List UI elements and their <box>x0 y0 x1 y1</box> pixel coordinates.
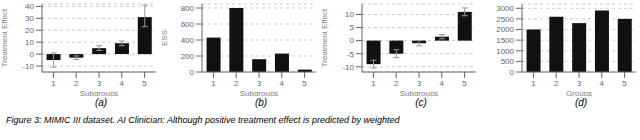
svg-text:0: 0 <box>30 50 35 59</box>
svg-text:Subgroups: Subgroups <box>400 89 439 96</box>
svg-text:500: 500 <box>501 57 515 66</box>
svg-text:2: 2 <box>74 79 79 88</box>
svg-text:0: 0 <box>350 36 355 45</box>
svg-text:20: 20 <box>25 26 34 35</box>
svg-text:600: 600 <box>181 20 195 29</box>
svg-text:2: 2 <box>554 79 559 88</box>
svg-text:Subgroups: Subgroups <box>80 89 119 96</box>
svg-text:3: 3 <box>257 79 262 88</box>
html-text:Figure 3: MIMIC III dataset. A: Figure 3: MIMIC III dataset. AI Clinicia… <box>6 115 400 125</box>
svg-text:1000: 1000 <box>496 47 514 56</box>
svg-text:800: 800 <box>181 4 195 13</box>
svg-text:1: 1 <box>371 79 376 88</box>
svg-text:5: 5 <box>302 79 307 88</box>
svg-text:Treatment Effect: Treatment Effect <box>8 8 9 67</box>
svg-text:Subgroups: Subgroups <box>240 89 279 96</box>
svg-text:5: 5 <box>622 79 627 88</box>
svg-text:30: 30 <box>25 14 34 23</box>
svg-text:1: 1 <box>211 79 216 88</box>
svg-text:5: 5 <box>462 79 467 88</box>
svg-text:-10: -10 <box>342 63 354 72</box>
svg-text:2500: 2500 <box>496 15 514 24</box>
svg-text:5: 5 <box>142 79 147 88</box>
svg-text:4: 4 <box>280 79 285 88</box>
svg-text:40: 40 <box>25 2 34 11</box>
svg-text:400: 400 <box>181 36 195 45</box>
html-text:(b): (b) <box>254 97 268 108</box>
svg-text:200: 200 <box>181 52 195 61</box>
svg-text:10: 10 <box>345 10 354 19</box>
svg-text:2000: 2000 <box>496 25 514 34</box>
svg-text:2: 2 <box>394 79 399 88</box>
svg-text:0: 0 <box>510 68 515 77</box>
html-text:(a): (a) <box>94 97 108 108</box>
svg-text:ESS: ESS <box>160 30 169 46</box>
svg-text:10: 10 <box>25 38 34 47</box>
svg-text:5: 5 <box>350 23 355 32</box>
svg-text:-5: -5 <box>347 50 355 59</box>
svg-text:-10: -10 <box>22 62 34 71</box>
svg-text:4: 4 <box>120 79 125 88</box>
svg-text:3: 3 <box>417 79 422 88</box>
svg-text:1: 1 <box>51 79 56 88</box>
svg-text:Groups: Groups <box>566 89 592 96</box>
svg-text:1500: 1500 <box>496 36 514 45</box>
svg-text:4: 4 <box>440 79 445 88</box>
svg-text:0: 0 <box>190 68 195 77</box>
html-text:(c): (c) <box>415 97 427 108</box>
svg-text:3000: 3000 <box>496 4 514 13</box>
svg-text:4: 4 <box>600 79 605 88</box>
svg-text:3: 3 <box>97 79 102 88</box>
svg-text:3: 3 <box>577 79 582 88</box>
svg-text:Treatment Effect: Treatment Effect <box>320 8 329 67</box>
svg-text:1: 1 <box>531 79 536 88</box>
html-text:(d): (d) <box>574 97 588 108</box>
svg-text:2: 2 <box>234 79 239 88</box>
